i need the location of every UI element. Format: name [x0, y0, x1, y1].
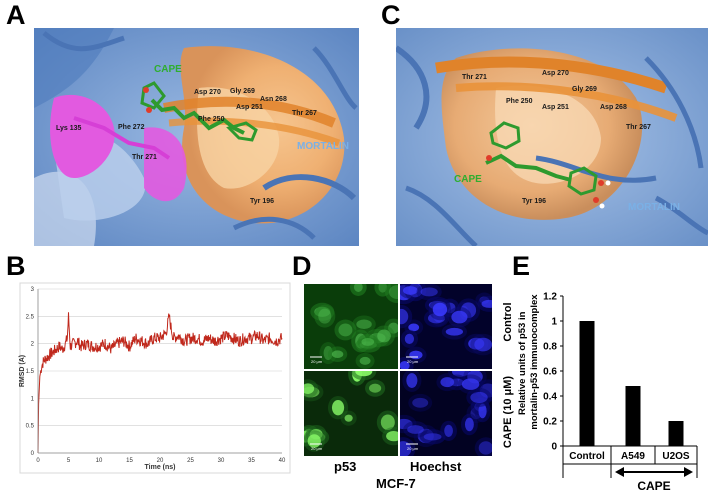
label-thr271-c: Thr 271	[462, 74, 487, 81]
cell-line-label: MCF-7	[376, 476, 416, 491]
protein-surface-c	[396, 28, 708, 246]
rmsd-x-tick-label: 25	[187, 458, 194, 464]
rmsd-x-axis-label: Time (ns)	[145, 464, 176, 471]
rmsd-x-tick-label: 30	[218, 458, 225, 464]
row-label-control: Control	[502, 302, 514, 342]
hoechst-cape-image	[400, 371, 492, 456]
label-asp270-c: Asp 270	[542, 70, 569, 77]
p53-control-image	[304, 284, 398, 369]
label-phe250-c: Phe 250	[506, 98, 533, 105]
label-cape-c: CAPE	[454, 174, 482, 185]
bar-a549	[625, 386, 641, 446]
bar-y-tick-label: 0.8	[543, 342, 557, 353]
row-label-cape: CAPE (10 μM)	[502, 375, 514, 449]
bar-y-tick-label: 0.2	[543, 417, 557, 428]
hoechst-control-image	[400, 284, 492, 369]
bar-y-tick-label: 1	[551, 317, 557, 328]
label-asp251-a: Asp 251	[236, 104, 263, 111]
micro-hoechst-cape: 20 μm	[400, 371, 492, 456]
rmsd-x-tick-label: 10	[96, 458, 103, 464]
bar-y-tick-label: 0.6	[543, 367, 557, 378]
micro-hoechst-control: 20 μm	[400, 284, 492, 369]
category-label-u2os: U2OS	[662, 451, 690, 462]
rmsd-chart: 00.511.522.530 5 10 15 20 25 30 35 40 Time (ns) …	[19, 282, 291, 474]
bar-control	[579, 321, 595, 446]
label-phe250-a: Phe 250	[198, 116, 225, 123]
p53-cape-image	[304, 371, 398, 456]
bar-y-axis-label: Relative units of p53 in mortalin-p53 im…	[517, 294, 540, 430]
bar-y-tick-label: 0	[551, 442, 557, 453]
label-asp251-c: Asp 251	[542, 104, 569, 111]
label-phe272-a: Phe 272	[118, 124, 145, 131]
panel-c-structure: CAPE MORTALIN Thr 271 Asp 270 Gly 269 Ph…	[396, 28, 708, 246]
rmsd-y-tick-label: 2.5	[26, 314, 35, 320]
label-tyr196-a: Tyr 196	[250, 198, 274, 205]
rmsd-x-tick-label: 0	[36, 458, 40, 464]
rmsd-x-tick-label: 20	[157, 458, 164, 464]
rmsd-x-tick-label: 5	[67, 458, 71, 464]
scale-bar-label: 20 μm	[407, 359, 419, 364]
protein-surface-a	[34, 28, 359, 246]
category-label-control: Control	[569, 451, 605, 462]
bar-y-tick-label: 1.2	[543, 292, 557, 303]
label-gly269-a: Gly 269	[230, 88, 255, 95]
rmsd-y-tick-label: 0.5	[26, 424, 35, 430]
p53-bar-chart: Relative units of p53 in mortalin-p53 im…	[517, 292, 698, 493]
cape-arrow-right-head	[684, 467, 693, 477]
panel-letter-c: C	[381, 0, 401, 30]
panel-letter-a: A	[6, 0, 26, 30]
panel-a-structure: CAPE MORTALIN Lys 135 Phe 272 Thr 271 As…	[34, 28, 359, 246]
label-asp268-c: Asp 268	[600, 104, 627, 111]
label-cape-a: CAPE	[154, 64, 182, 75]
scale-bar-label: 20 μm	[407, 446, 419, 451]
label-asp270-a: Asp 270	[194, 89, 221, 96]
bar-u2os	[668, 421, 684, 446]
rmsd-y-axis-label: RMSD (A)	[19, 355, 26, 387]
label-thr271-a: Thr 271	[132, 154, 157, 161]
rmsd-y-tick-label: 1	[31, 396, 35, 402]
rmsd-y-tick-label: 0	[31, 451, 35, 457]
micro-p53-cape: 20 μm	[304, 371, 398, 456]
panel-letter-e: E	[512, 251, 531, 281]
panel-letter-b: B	[6, 251, 26, 281]
panel-letter-d: D	[292, 251, 312, 281]
scale-bar-label: 20 μm	[311, 359, 323, 364]
cape-group-label: CAPE	[637, 479, 670, 493]
label-thr267-c: Thr 267	[626, 124, 651, 131]
rmsd-x-tick-label: 15	[126, 458, 133, 464]
category-label-a549: A549	[621, 451, 645, 462]
rmsd-y-tick-label: 3	[31, 287, 35, 293]
column-label-p53: p53	[334, 459, 357, 474]
rmsd-series-line	[37, 312, 283, 454]
cape-arrow-left-head	[615, 467, 624, 477]
label-thr267-a: Thr 267	[292, 110, 317, 117]
rmsd-x-tick-label: 35	[248, 458, 255, 464]
label-mortalin-a: MORTALIN	[297, 141, 350, 152]
label-lys135-a: Lys 135	[56, 125, 82, 132]
rmsd-x-tick-label: 40	[279, 458, 286, 464]
label-tyr196-c: Tyr 196	[522, 198, 546, 205]
micro-p53-control: 20 μm	[304, 284, 398, 369]
bar-y-tick-label: 0.4	[543, 392, 557, 403]
rmsd-y-tick-label: 1.5	[26, 369, 35, 375]
label-asn268-a: Asn 268	[260, 96, 287, 103]
rmsd-y-tick-label: 2	[31, 342, 35, 348]
scale-bar-label: 20 μm	[311, 446, 323, 451]
column-label-hoechst: Hoechst	[410, 459, 462, 474]
label-mortalin-c: MORTALIN	[628, 202, 681, 213]
label-gly269-c: Gly 269	[572, 86, 597, 93]
